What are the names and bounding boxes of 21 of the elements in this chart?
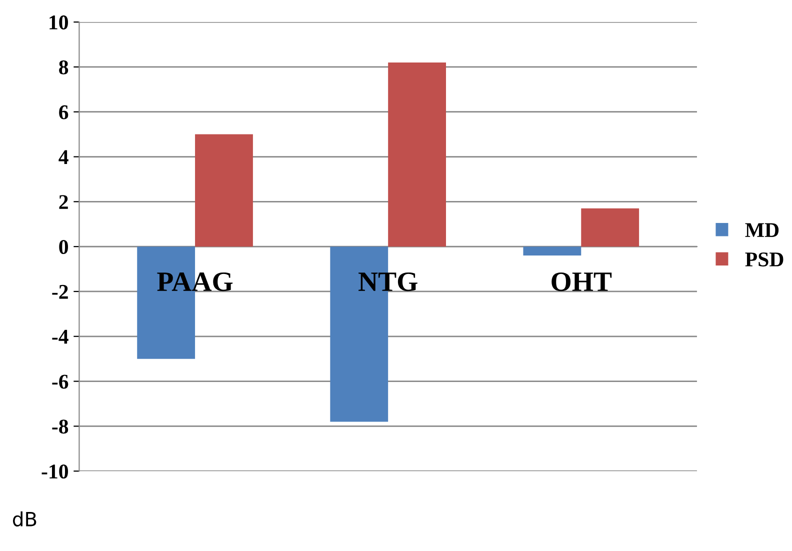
legend-label: MD xyxy=(745,223,779,237)
y-tick-label: -8 xyxy=(52,420,68,434)
y-tick-label: -2 xyxy=(52,284,68,299)
bar xyxy=(581,208,640,247)
bar xyxy=(523,246,582,256)
y-tick-label: 6 xyxy=(59,105,68,120)
legend-label: PSD xyxy=(745,252,784,266)
y-tick-label: -6 xyxy=(52,374,68,389)
y-tick-label: 8 xyxy=(59,60,68,74)
y-tick-label: -10 xyxy=(42,464,68,479)
y-tick-label: 4 xyxy=(58,150,68,164)
y-tick-label: 2 xyxy=(59,195,68,209)
x-tick-label: PAAG xyxy=(157,272,233,292)
bar xyxy=(195,134,253,247)
y-tick-label: 0 xyxy=(59,240,68,254)
y-axis-title: dB xyxy=(12,511,36,526)
bar xyxy=(388,62,446,247)
y-tick-label: 10 xyxy=(50,15,68,30)
y-tick-label: -4 xyxy=(52,330,68,344)
x-tick-label: OHT xyxy=(552,272,612,292)
x-tick-label: NTG xyxy=(358,272,418,292)
